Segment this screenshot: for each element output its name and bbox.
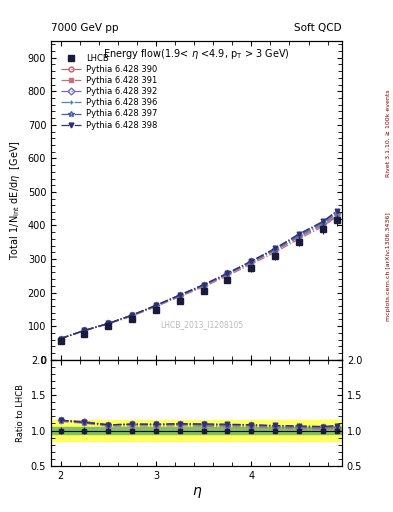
Pythia 6.428 396 [178, 292, 182, 298]
Pythia 6.428 392 [154, 302, 158, 308]
Pythia 6.428 390 [178, 292, 182, 298]
Pythia 6.428 397 [130, 312, 134, 318]
Pythia 6.428 396 [249, 259, 254, 265]
Pythia 6.428 396 [58, 335, 63, 342]
Pythia 6.428 391 [130, 313, 134, 319]
Pythia 6.428 398 [273, 245, 277, 251]
Pythia 6.428 390 [273, 248, 277, 254]
Pythia 6.428 390 [154, 303, 158, 309]
Pythia 6.428 391 [335, 214, 340, 220]
Pythia 6.428 392 [130, 312, 134, 318]
Pythia 6.428 392 [82, 327, 87, 333]
Text: Soft QCD: Soft QCD [294, 23, 342, 33]
Pythia 6.428 392 [225, 270, 230, 276]
Pythia 6.428 390 [225, 271, 230, 278]
Text: mcplots.cern.ch [arXiv:1306.3436]: mcplots.cern.ch [arXiv:1306.3436] [386, 212, 391, 321]
Pythia 6.428 396 [82, 327, 87, 333]
Pythia 6.428 398 [58, 335, 63, 342]
Pythia 6.428 398 [297, 231, 301, 237]
Pythia 6.428 398 [130, 312, 134, 318]
Pythia 6.428 392 [249, 259, 254, 265]
Line: Pythia 6.428 390: Pythia 6.428 390 [58, 213, 340, 341]
Pythia 6.428 391 [297, 236, 301, 242]
Pythia 6.428 396 [106, 321, 111, 327]
Pythia 6.428 398 [82, 327, 87, 333]
Pythia 6.428 391 [320, 223, 325, 229]
Text: LHCB_2013_I1208105: LHCB_2013_I1208105 [161, 320, 244, 329]
Pythia 6.428 398 [225, 270, 230, 276]
Pythia 6.428 391 [154, 304, 158, 310]
Pythia 6.428 390 [106, 321, 111, 327]
Pythia 6.428 391 [249, 261, 254, 267]
Pythia 6.428 391 [58, 336, 63, 342]
Pythia 6.428 391 [106, 321, 111, 327]
Pythia 6.428 392 [201, 282, 206, 288]
Pythia 6.428 391 [225, 273, 230, 279]
Pythia 6.428 392 [273, 246, 277, 252]
Legend: LHCB, Pythia 6.428 390, Pythia 6.428 391, Pythia 6.428 392, Pythia 6.428 396, Py: LHCB, Pythia 6.428 390, Pythia 6.428 391… [58, 52, 160, 132]
Pythia 6.428 392 [297, 232, 301, 238]
Pythia 6.428 392 [178, 292, 182, 298]
Pythia 6.428 392 [320, 220, 325, 226]
Pythia 6.428 397 [225, 270, 230, 276]
Pythia 6.428 392 [335, 209, 340, 216]
Pythia 6.428 397 [320, 219, 325, 225]
Pythia 6.428 398 [154, 302, 158, 308]
Pythia 6.428 396 [154, 303, 158, 309]
Pythia 6.428 396 [320, 221, 325, 227]
Pythia 6.428 397 [154, 302, 158, 308]
Pythia 6.428 391 [178, 293, 182, 300]
Pythia 6.428 390 [249, 260, 254, 266]
Pythia 6.428 396 [273, 247, 277, 253]
Y-axis label: Total 1/N$_{\rm int}$ dE/d$\eta$  [GeV]: Total 1/N$_{\rm int}$ dE/d$\eta$ [GeV] [8, 140, 22, 260]
Pythia 6.428 391 [273, 249, 277, 255]
Pythia 6.428 390 [130, 312, 134, 318]
Pythia 6.428 391 [82, 328, 87, 334]
Pythia 6.428 397 [178, 292, 182, 298]
Pythia 6.428 396 [297, 233, 301, 239]
Text: 7000 GeV pp: 7000 GeV pp [51, 23, 119, 33]
Line: Pythia 6.428 397: Pythia 6.428 397 [58, 209, 340, 341]
Pythia 6.428 396 [130, 312, 134, 318]
Pythia 6.428 392 [58, 335, 63, 342]
Pythia 6.428 398 [201, 282, 206, 288]
Pythia 6.428 397 [82, 327, 87, 333]
Pythia 6.428 398 [249, 258, 254, 264]
Pythia 6.428 391 [201, 284, 206, 290]
Line: Pythia 6.428 398: Pythia 6.428 398 [58, 208, 340, 341]
Pythia 6.428 390 [320, 222, 325, 228]
X-axis label: η: η [192, 483, 201, 498]
Pythia 6.428 396 [225, 271, 230, 277]
Pythia 6.428 390 [335, 212, 340, 219]
Pythia 6.428 397 [58, 335, 63, 342]
Pythia 6.428 397 [201, 282, 206, 288]
Pythia 6.428 398 [320, 219, 325, 225]
Pythia 6.428 397 [297, 232, 301, 238]
Line: Pythia 6.428 392: Pythia 6.428 392 [58, 210, 340, 341]
Pythia 6.428 398 [178, 292, 182, 298]
Pythia 6.428 390 [201, 283, 206, 289]
Pythia 6.428 396 [201, 283, 206, 289]
Bar [51, 420, 342, 441]
Pythia 6.428 397 [106, 321, 111, 327]
Pythia 6.428 390 [82, 327, 87, 333]
Pythia 6.428 397 [335, 208, 340, 215]
Pythia 6.428 390 [58, 335, 63, 342]
Y-axis label: Ratio to LHCB: Ratio to LHCB [16, 384, 25, 442]
Pythia 6.428 397 [249, 259, 254, 265]
Pythia 6.428 398 [335, 208, 340, 214]
Pythia 6.428 398 [106, 321, 111, 327]
Line: Pythia 6.428 391: Pythia 6.428 391 [58, 214, 340, 342]
Pythia 6.428 390 [297, 234, 301, 240]
Line: Pythia 6.428 396: Pythia 6.428 396 [58, 211, 340, 341]
Text: Energy flow(1.9< $\eta$ <4.9, p$_{\rm T}$ > 3 GeV): Energy flow(1.9< $\eta$ <4.9, p$_{\rm T}… [103, 47, 290, 61]
Pythia 6.428 397 [273, 246, 277, 252]
Pythia 6.428 396 [335, 210, 340, 217]
Pythia 6.428 392 [106, 321, 111, 327]
Text: Rivet 3.1.10, ≥ 100k events: Rivet 3.1.10, ≥ 100k events [386, 89, 391, 177]
Bar [51, 427, 342, 434]
